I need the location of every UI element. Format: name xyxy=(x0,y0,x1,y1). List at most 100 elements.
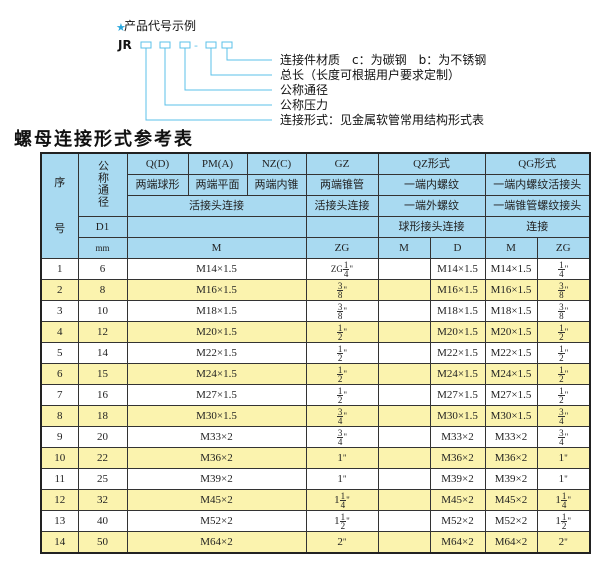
cell-qg-m: M22×1.5 xyxy=(484,342,538,364)
header-qg-desc: 一端内螺纹活接头 xyxy=(484,174,591,196)
cell-no: 11 xyxy=(40,468,79,490)
cell-zg: 3 4 " xyxy=(305,426,379,448)
cell-no: 6 xyxy=(40,363,79,385)
cell-qg-m: M36×2 xyxy=(484,447,538,469)
cell-m: M20×1.5 xyxy=(126,321,307,343)
cell-zg: 3 8 " xyxy=(305,300,379,322)
numerator: 1 xyxy=(342,259,350,270)
cell-qg-zg: 3 4 " xyxy=(536,405,591,427)
header-qz-m: M xyxy=(377,237,431,259)
cell-m: M14×1.5 xyxy=(126,258,307,280)
cell-no: 1 xyxy=(40,258,79,280)
cell-qg-m: M27×1.5 xyxy=(484,384,538,406)
label-material: 连接件材质 c：为碳钢 b：为不锈钢 xyxy=(280,53,487,67)
denominator: 2 xyxy=(340,520,346,531)
header-gz-desc: 两端锥管 xyxy=(305,174,379,196)
cell-d1: 25 xyxy=(77,468,128,490)
label-connection: 连接形式：见金属软管常用结构形式表 xyxy=(280,113,485,127)
table-row: 12 32 M45×2 1 1 4 " M45×2 M45×2 1 1 4 " xyxy=(40,489,591,511)
cell-qg-zg: 1 2 " xyxy=(536,384,591,406)
cell-qg-zg: 1 2 " xyxy=(536,363,591,385)
numerator: 1 xyxy=(560,490,568,501)
cell-d1: 8 xyxy=(77,279,128,301)
header-qg-desc3: 连接 xyxy=(484,216,591,238)
cell-qg-m: M20×1.5 xyxy=(484,321,538,343)
cell-qz-d: M36×2 xyxy=(429,447,486,469)
whole-part: 2 xyxy=(558,536,565,548)
cell-zg: 3 4 " xyxy=(305,405,379,427)
cell-qz-d: M52×2 xyxy=(429,510,486,532)
code-box-pressure xyxy=(159,41,171,49)
numerator: 1 xyxy=(339,511,347,522)
cell-qg-m: M16×1.5 xyxy=(484,279,538,301)
cell-m: M33×2 xyxy=(126,426,307,448)
cell-qz-d: M64×2 xyxy=(429,531,486,554)
header-qz-desc3: 球形接头连接 xyxy=(377,216,486,238)
cell-d1: 32 xyxy=(77,489,128,511)
table-row: 13 40 M52×2 1 1 2 " M52×2 M52×2 1 1 2 " xyxy=(40,510,591,532)
cell-qg-m: M45×2 xyxy=(484,489,538,511)
code-diagram: ★ - xyxy=(116,21,272,121)
cell-d1: 50 xyxy=(77,531,128,554)
denominator: 2 xyxy=(559,331,564,342)
cell-qz-d: M33×2 xyxy=(429,426,486,448)
cell-no: 8 xyxy=(40,405,79,427)
header-qg-m: M xyxy=(484,237,538,259)
cell-qg-zg: 1 1 2 " xyxy=(536,510,591,532)
whole-part: 1 xyxy=(337,473,343,485)
whole-part: 1 xyxy=(555,514,561,527)
label-diameter: 公称通径 xyxy=(280,83,329,97)
cell-m: M24×1.5 xyxy=(126,363,307,385)
numerator: 3 xyxy=(336,427,344,438)
numerator: 3 xyxy=(336,406,344,417)
numerator: 1 xyxy=(558,364,565,375)
label-length: 总长（长度可根据用户要求定制） xyxy=(280,68,461,82)
denominator: 8 xyxy=(559,310,564,321)
header-mm: mm xyxy=(77,237,128,259)
denominator: 4 xyxy=(559,415,564,426)
cell-qg-m: M52×2 xyxy=(484,510,538,532)
numerator: 3 xyxy=(558,427,565,438)
cell-qg-zg: 1 4 " xyxy=(536,258,591,280)
denominator: 8 xyxy=(559,289,564,300)
code-example-heading: 产品代号示例 xyxy=(124,19,197,33)
denominator: 4 xyxy=(343,268,349,279)
cell-qg-m: M30×1.5 xyxy=(484,405,538,427)
denominator: 4 xyxy=(559,268,564,279)
cell-d1: 20 xyxy=(77,426,128,448)
cell-qz-d: M20×1.5 xyxy=(429,321,486,343)
cell-no: 10 xyxy=(40,447,79,469)
cell-qg-zg: 1 1 4 " xyxy=(536,489,591,511)
cell-zg: 1 1 2 " xyxy=(305,510,379,532)
denominator: 4 xyxy=(561,499,567,510)
cell-qz-d: M27×1.5 xyxy=(429,384,486,406)
table-row: 4 12 M20×1.5 1 2 " M20×1.5 M20×1.5 1 2 " xyxy=(40,321,591,343)
header-qg-desc2: 一端锥管螺纹接头 xyxy=(484,195,591,217)
table-row: 6 15 M24×1.5 1 2 " M24×1.5 M24×1.5 1 2 " xyxy=(40,363,591,385)
numerator: 3 xyxy=(558,406,565,417)
header-qz: QZ形式 xyxy=(377,152,486,175)
cell-m: M64×2 xyxy=(126,531,307,554)
cell-qz-m xyxy=(377,384,431,406)
table-row: 11 25 M39×2 1" M39×2 M39×2 1" xyxy=(40,468,591,490)
table-row: 14 50 M64×2 2" M64×2 M64×2 2" xyxy=(40,531,591,554)
denominator: 4 xyxy=(337,436,343,447)
table-row: 7 16 M27×1.5 1 2 " M27×1.5 M27×1.5 1 2 " xyxy=(40,384,591,406)
star-icon: ★ xyxy=(116,21,126,34)
label-pressure: 公称压力 xyxy=(280,98,329,112)
numerator: 3 xyxy=(558,301,565,312)
whole-part: 1 xyxy=(334,514,340,527)
header-gz-union: 活接头连接 xyxy=(305,195,379,217)
whole-part: 1 xyxy=(334,493,340,506)
header-qz-desc2: 一端外螺纹 xyxy=(377,195,486,217)
cell-m: M22×1.5 xyxy=(126,342,307,364)
